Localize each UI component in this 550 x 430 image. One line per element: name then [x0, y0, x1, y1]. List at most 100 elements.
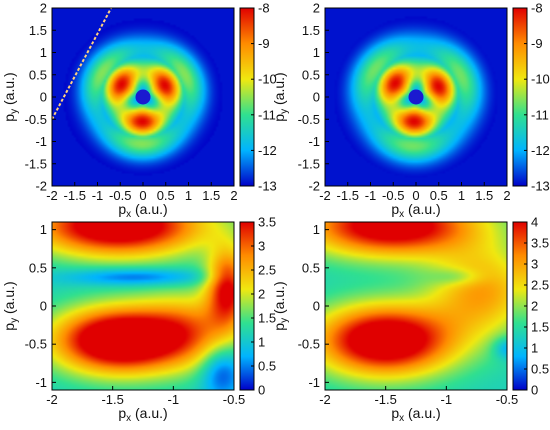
colorbar-tick-label: -9: [258, 36, 270, 51]
y-tick-label: -1.5: [298, 156, 320, 171]
y-axis-label: py (a.u.): [1, 72, 20, 121]
colorbar-tick-label: -13: [258, 179, 277, 194]
colorbar: [512, 7, 528, 187]
heatmap-image: [52, 222, 234, 390]
colorbar-tick-label: 2: [531, 299, 538, 314]
colorbar: [239, 221, 255, 391]
colorbar: [239, 7, 255, 187]
y-tick-label: -0.5: [25, 337, 47, 352]
y-tick-label: 0.5: [29, 260, 47, 275]
x-tick-label: -1: [92, 188, 104, 203]
y-tick-label: -1: [308, 375, 320, 390]
x-tick-label: 1.5: [475, 188, 493, 203]
x-tick-label: 0.5: [430, 188, 448, 203]
x-tick-label: 2: [230, 188, 237, 203]
colorbar-tick-label: 3.5: [531, 236, 549, 251]
y-tick-label: 1: [313, 45, 320, 60]
x-tick-label: -1: [365, 188, 377, 203]
colorbar-tick-label: 1: [531, 341, 538, 356]
y-tick-label: 1: [40, 45, 47, 60]
x-tick-label: -2: [319, 188, 331, 203]
y-tick-label: 1.5: [302, 23, 320, 38]
colorbar-tick-label: 0: [531, 383, 538, 398]
colorbar-tick-label: 0.5: [531, 362, 549, 377]
y-tick-label: 0.5: [302, 260, 320, 275]
colorbar-tick-label: 3: [258, 239, 265, 254]
y-tick-label: -1.5: [25, 156, 47, 171]
center-dot: [408, 89, 424, 105]
y-tick-label: -1: [308, 134, 320, 149]
x-tick-label: 1: [185, 188, 192, 203]
y-tick-label: 0: [40, 90, 47, 105]
colorbar-tick-label: -12: [531, 143, 550, 158]
x-tick-label: -2: [46, 392, 58, 407]
x-tick-label: 0: [412, 188, 419, 203]
x-tick-label: -1.5: [337, 188, 359, 203]
colorbar-tick-label: -12: [258, 143, 277, 158]
y-tick-label: -1: [35, 134, 47, 149]
colorbar-tick-label: -8: [258, 1, 270, 16]
heatmap-panel-bottom-right: -2 -1.5 -1 -0.5 -1 -0.5 0 0.5 1 px (a.u.) py (a.u.…: [271, 215, 549, 425]
y-tick-label: 1: [313, 222, 320, 237]
y-tick-label: 1: [40, 222, 47, 237]
x-tick-label: 1.5: [202, 188, 220, 203]
x-axis-label: px (a.u.): [391, 405, 440, 424]
colorbar-tick-label: 2.5: [258, 263, 276, 278]
colorbar-tick-label: -10: [258, 72, 277, 87]
x-axis-label: px (a.u.): [391, 201, 440, 220]
x-axis-label: px (a.u.): [118, 405, 167, 424]
colorbar-tick-label: 0.5: [258, 359, 276, 374]
heatmap-panel-top-left: -2 -1.5 -1 -0.5 0 0.5 1 1.5 2 -2 -1.5 -1 -0.5 0 0.5 1 1.…: [1, 1, 277, 221]
x-tick-label: -1.5: [101, 392, 123, 407]
colorbar-tick-label: -8: [531, 1, 543, 16]
x-tick-label: -1: [441, 392, 453, 407]
y-tick-label: 0: [313, 299, 320, 314]
y-axis-label: py (a.u.): [271, 281, 290, 330]
colorbar-tick-label: 1.5: [258, 311, 276, 326]
y-axis-label: py (a.u.): [271, 72, 290, 121]
colorbar-tick-label: 1: [258, 335, 265, 350]
x-tick-label: 2: [503, 188, 510, 203]
heatmap-panel-top-right: -2 -1.5 -1 -0.5 0 0.5 1 1.5 2 -2 -1.5 -1 -0.5 0 0.5 1 1.…: [271, 1, 550, 221]
dashed-line: [51, 7, 113, 120]
colorbar-tick-label: 2.5: [531, 278, 549, 293]
x-tick-label: -1.5: [374, 392, 396, 407]
center-dot: [135, 89, 151, 105]
y-tick-label: -0.5: [298, 112, 320, 127]
y-tick-label: 0.5: [302, 67, 320, 82]
x-tick-label: -0.5: [382, 188, 404, 203]
y-tick-label: -2: [308, 179, 320, 194]
x-tick-label: -0.5: [223, 392, 245, 407]
colorbar-tick-label: 2: [258, 287, 265, 302]
heatmap-panel-bottom-left: -2 -1.5 -1 -0.5 -1 -0.5 0 0.5 1 px (a.u.) py (a.u.…: [1, 215, 276, 425]
y-tick-label: 2: [40, 1, 47, 16]
x-tick-label: 1: [458, 188, 465, 203]
x-tick-label: -0.5: [109, 188, 131, 203]
y-tick-label: -0.5: [298, 337, 320, 352]
y-tick-label: -2: [35, 179, 47, 194]
y-tick-label: 0.5: [29, 67, 47, 82]
colorbar-tick-label: 3: [531, 257, 538, 272]
colorbar-tick-label: 1.5: [531, 320, 549, 335]
colorbar-tick-label: 0: [258, 383, 265, 398]
x-tick-label: 0.5: [157, 188, 175, 203]
y-tick-label: 1.5: [29, 23, 47, 38]
x-axis-label: px (a.u.): [118, 201, 167, 220]
x-tick-label: -0.5: [496, 392, 518, 407]
x-tick-label: -2: [46, 188, 58, 203]
colorbar-tick-label: -10: [531, 72, 550, 87]
x-tick-label: -1: [168, 392, 180, 407]
y-tick-label: 0: [40, 299, 47, 314]
x-tick-label: -2: [319, 392, 331, 407]
colorbar-tick-label: -13: [531, 179, 550, 194]
colorbar-tick-label: 3.5: [258, 215, 276, 230]
colorbar-tick-label: -11: [258, 107, 276, 122]
x-tick-label: -1.5: [64, 188, 86, 203]
colorbar-tick-label: -9: [531, 36, 543, 51]
colorbar-tick-label: -11: [531, 107, 549, 122]
colorbar-tick-label: 4: [531, 215, 538, 230]
y-tick-label: 2: [313, 1, 320, 16]
y-tick-label: 0: [313, 90, 320, 105]
heatmap-image: [325, 222, 507, 390]
